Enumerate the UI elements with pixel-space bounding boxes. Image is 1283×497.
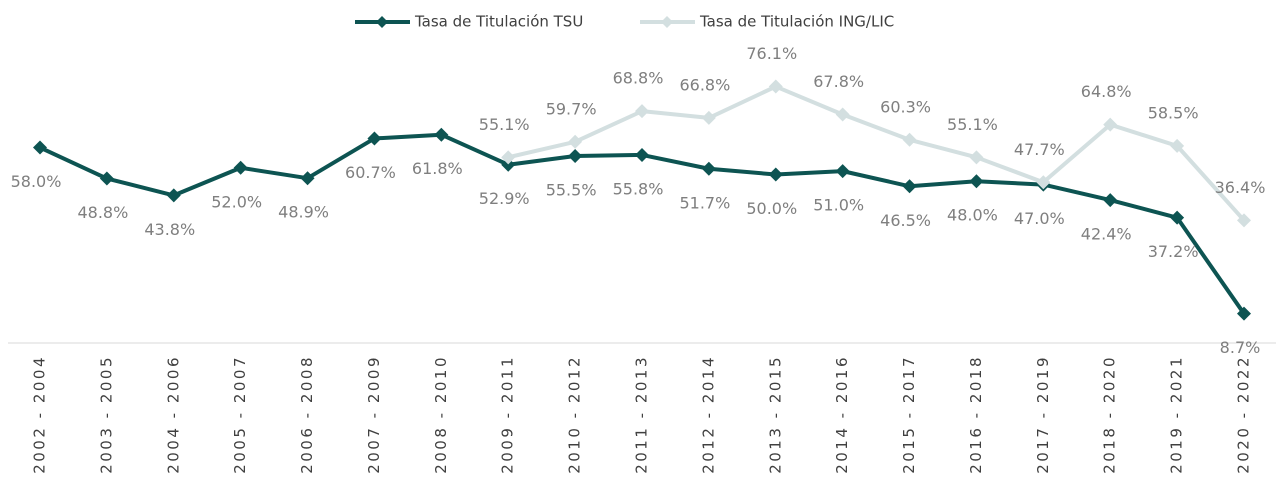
x-tick-label: 2009 - 2011 <box>499 355 517 474</box>
data-label: 37.2% <box>1148 242 1199 261</box>
x-tick-label: 2015 - 2017 <box>900 355 918 474</box>
x-tick-label: 2007 - 2009 <box>365 355 383 474</box>
point-marker <box>768 79 783 94</box>
point-marker <box>969 150 984 165</box>
data-label: 67.8% <box>813 72 864 91</box>
x-tick-label: 2013 - 2015 <box>766 355 784 474</box>
point-marker <box>902 132 917 147</box>
point-marker <box>1237 213 1251 228</box>
point-marker <box>768 167 783 182</box>
point-marker <box>233 160 248 175</box>
x-tick-label: 2019 - 2021 <box>1168 355 1186 474</box>
point-marker <box>1170 210 1185 225</box>
point-marker <box>701 110 716 125</box>
data-label: 55.5% <box>546 180 597 199</box>
point-marker <box>434 127 449 142</box>
x-tick-label: 2018 - 2020 <box>1101 355 1119 474</box>
point-marker <box>635 147 649 162</box>
data-label: 68.8% <box>613 69 664 88</box>
data-label: 48.8% <box>77 203 128 222</box>
point-marker <box>1103 117 1118 132</box>
point-marker <box>99 171 114 186</box>
x-tick-label: 2016 - 2018 <box>967 355 985 474</box>
x-tick-label: 2010 - 2012 <box>566 355 584 474</box>
x-tick-label: 2011 - 2013 <box>633 355 651 474</box>
data-label: 43.8% <box>144 220 195 239</box>
x-tick-label: 2005 - 2007 <box>231 355 249 474</box>
point-marker <box>1170 138 1185 153</box>
point-marker <box>835 164 850 179</box>
legend-label: Tasa de Titulación ING/LIC <box>699 13 894 31</box>
x-tick-label: 2006 - 2008 <box>298 355 316 474</box>
point-marker <box>902 179 917 194</box>
data-label: 46.5% <box>880 211 931 230</box>
data-label: 52.0% <box>211 192 262 211</box>
point-marker <box>969 174 984 189</box>
data-label: 51.0% <box>813 196 864 215</box>
data-label: 52.9% <box>479 189 530 208</box>
point-marker <box>635 104 649 119</box>
data-label: 51.7% <box>679 193 730 212</box>
data-label: 58.0% <box>11 172 62 191</box>
data-label: 58.5% <box>1148 103 1199 122</box>
data-label: 55.1% <box>947 115 998 134</box>
data-label: 60.7% <box>345 163 396 182</box>
data-label: 47.0% <box>1014 209 1065 228</box>
data-label: 42.4% <box>1081 225 1132 244</box>
data-label: 55.1% <box>479 115 530 134</box>
data-label: 66.8% <box>679 75 730 94</box>
x-tick-label: 2004 - 2006 <box>164 355 182 474</box>
point-marker <box>33 140 47 155</box>
point-marker <box>367 131 382 146</box>
series-line <box>507 84 1246 222</box>
x-tick-label: 2017 - 2019 <box>1034 355 1052 474</box>
data-label: 48.0% <box>947 206 998 225</box>
x-tick-label: 2020 - 2022 <box>1235 355 1253 474</box>
point-marker <box>568 148 583 163</box>
data-label: 61.8% <box>412 159 463 178</box>
point-marker <box>300 171 315 186</box>
data-label: 76.1% <box>746 44 797 63</box>
data-label: 59.7% <box>546 99 597 118</box>
data-label: 60.3% <box>880 97 931 116</box>
point-marker <box>166 188 181 203</box>
legend-marker <box>661 16 673 28</box>
point-marker <box>1036 175 1051 190</box>
data-label: 64.8% <box>1081 82 1132 101</box>
data-label: 48.9% <box>278 203 329 222</box>
data-label: 55.8% <box>613 179 664 198</box>
point-marker <box>501 157 516 172</box>
point-marker <box>568 134 583 149</box>
x-tick-label: 2002 - 2004 <box>31 355 49 474</box>
data-label: 36.4% <box>1215 178 1266 197</box>
x-tick-label: 2003 - 2005 <box>97 355 115 474</box>
x-tick-label: 2014 - 2016 <box>833 355 851 474</box>
data-label: 50.0% <box>746 199 797 218</box>
data-label: 47.7% <box>1014 140 1065 159</box>
point-marker <box>835 107 850 122</box>
point-marker <box>701 161 716 176</box>
point-marker <box>1237 306 1251 321</box>
x-tick-label: 2008 - 2010 <box>432 355 450 474</box>
legend-marker <box>376 16 388 28</box>
x-tick-label: 2012 - 2014 <box>699 355 717 474</box>
point-marker <box>501 150 516 165</box>
data-label: 8.7% <box>1220 338 1261 357</box>
legend-label: Tasa de Titulación TSU <box>414 13 583 31</box>
point-marker <box>1103 193 1118 208</box>
